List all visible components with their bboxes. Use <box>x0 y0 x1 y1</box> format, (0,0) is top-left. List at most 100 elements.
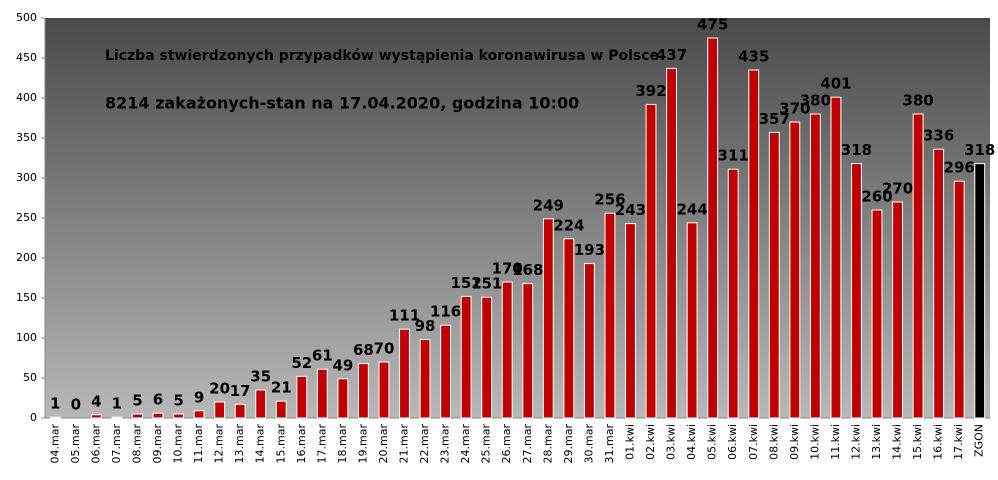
x-tick-label: 04.kwi <box>685 424 698 460</box>
value-label: 152 <box>450 274 481 292</box>
bar <box>49 416 61 419</box>
value-label: 260 <box>861 188 892 206</box>
x-tick-label: 13.mar <box>233 424 246 464</box>
value-label: 296 <box>944 159 975 177</box>
x-tick-label: 07.kwi <box>747 424 760 460</box>
x-tick-label: 03.kwi <box>665 424 678 460</box>
bar <box>111 416 123 419</box>
bar <box>90 414 102 419</box>
x-tick-label: 12.mar <box>213 424 226 464</box>
x-tick-label: 24.mar <box>459 424 472 464</box>
bar <box>912 113 924 419</box>
bar <box>789 121 801 419</box>
value-label: 380 <box>800 92 831 110</box>
x-tick-label: 26.mar <box>500 424 513 464</box>
value-label: 6 <box>153 391 163 409</box>
bar <box>316 368 328 419</box>
value-label: 111 <box>389 307 420 325</box>
bar <box>727 168 739 419</box>
bar <box>378 361 390 419</box>
bar <box>296 375 308 419</box>
bar <box>830 96 842 419</box>
y-tick-label: 150 <box>16 291 37 304</box>
value-label: 270 <box>882 180 913 198</box>
value-label: 370 <box>779 100 810 118</box>
x-tick-label: 16.kwi <box>932 424 945 460</box>
x-tick-label: 31.mar <box>603 424 616 464</box>
x-tick-label: 09.kwi <box>788 424 801 460</box>
value-label: 256 <box>594 191 625 209</box>
value-label: 98 <box>415 317 436 335</box>
value-label: 437 <box>656 46 687 64</box>
bar <box>440 324 452 419</box>
value-label: 244 <box>676 200 707 218</box>
bar <box>645 103 657 419</box>
y-tick-label: 100 <box>16 331 37 344</box>
bar <box>748 69 760 419</box>
value-label: 401 <box>820 75 851 93</box>
bar <box>953 180 965 419</box>
x-tick-label: 10.mar <box>172 424 185 464</box>
value-label: 151 <box>471 275 502 293</box>
value-label: 1 <box>50 395 60 413</box>
bar <box>255 389 267 419</box>
x-tick-label: 20.mar <box>377 424 390 464</box>
x-tick-label: 15.kwi <box>911 424 924 460</box>
bar <box>686 222 698 419</box>
chart-subtitle: 8214 zakażonych-stan na 17.04.2020, godz… <box>105 94 579 113</box>
bar <box>707 37 719 419</box>
x-tick-label: 04.mar <box>48 424 61 464</box>
x-tick-label: 15.mar <box>274 424 287 464</box>
x-tick-label: 18.mar <box>336 424 349 464</box>
x-tick-label: 22.mar <box>418 424 431 464</box>
x-tick-label: 10.kwi <box>808 424 821 460</box>
bar <box>419 339 431 419</box>
x-tick-label: 23.mar <box>439 424 452 464</box>
bar <box>275 400 287 419</box>
bar <box>604 212 616 419</box>
value-label: 168 <box>512 261 543 279</box>
x-tick-label: 08.kwi <box>767 424 780 460</box>
value-label: 20 <box>209 380 230 398</box>
bar <box>522 283 534 419</box>
bar <box>501 281 513 419</box>
value-label: 392 <box>635 82 666 100</box>
bar <box>625 223 636 419</box>
value-label: 61 <box>312 347 333 365</box>
y-tick-label: 400 <box>16 91 37 104</box>
chart-title: Liczba stwierdzonych przypadków wystąpie… <box>105 48 659 64</box>
bar <box>666 67 678 419</box>
bar <box>193 410 205 419</box>
bar <box>871 209 883 419</box>
value-label: 52 <box>291 354 312 372</box>
bar <box>132 413 143 419</box>
x-tick-label: 02.kwi <box>644 424 657 460</box>
x-tick-label: 12.kwi <box>849 424 862 460</box>
value-label: 9 <box>194 388 204 406</box>
x-tick-label: 25.mar <box>480 424 493 464</box>
x-tick-label: 27.mar <box>521 424 534 464</box>
x-tick-label: 28.mar <box>541 424 554 464</box>
value-label: 475 <box>697 16 728 34</box>
bar <box>214 401 226 419</box>
bar <box>337 378 349 419</box>
x-tick-label: 05.mar <box>69 424 82 464</box>
value-label: 318 <box>964 141 995 159</box>
x-tick-label: 11.kwi <box>829 424 842 460</box>
y-tick-label: 350 <box>16 131 37 144</box>
x-tick-label: 07.mar <box>110 424 123 464</box>
bar <box>399 328 410 419</box>
x-tick-label: 01.kwi <box>623 424 636 460</box>
bar <box>152 412 164 419</box>
bar <box>542 218 554 419</box>
bar <box>173 413 184 419</box>
value-label: 4 <box>91 392 101 410</box>
value-label: 1 <box>112 395 122 413</box>
y-tick-label: 250 <box>16 211 37 224</box>
bar <box>768 131 780 419</box>
value-label: 193 <box>574 241 605 259</box>
bar <box>851 163 862 419</box>
value-label: 5 <box>173 392 183 410</box>
x-tick-label: 05.kwi <box>706 424 719 460</box>
